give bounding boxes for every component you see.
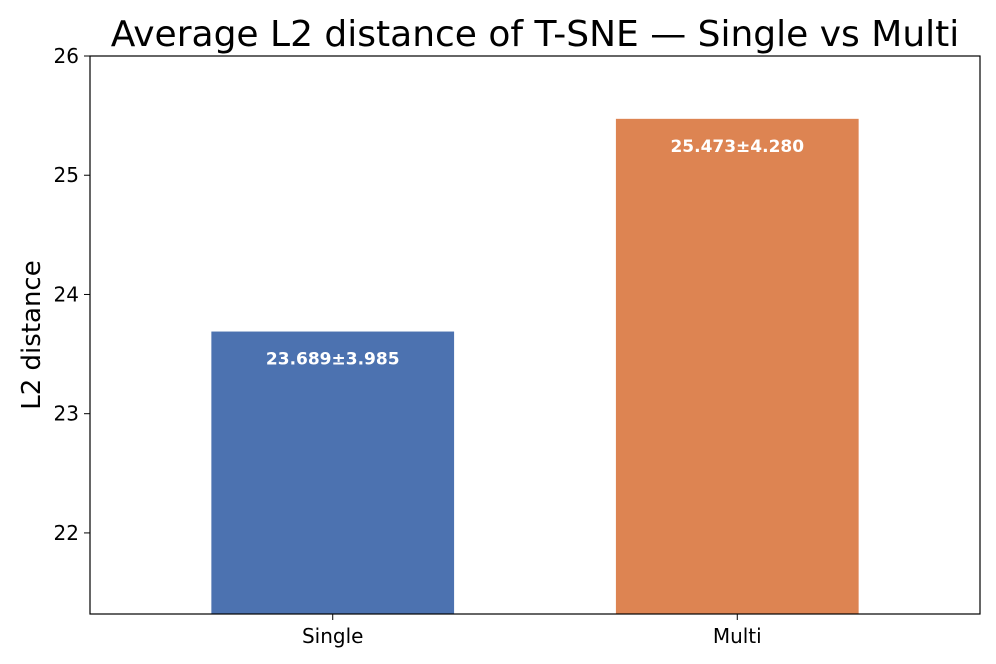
y-tick-label: 22 — [54, 521, 79, 545]
data-labels-layer: 23.689±3.985 25.473±4.280 — [266, 137, 804, 370]
bar-single — [211, 331, 455, 614]
y-axis-ticks: 22 23 24 25 26 — [54, 44, 90, 545]
data-label-multi: 25.473±4.280 — [670, 137, 804, 157]
x-tick-label: Multi — [713, 624, 762, 648]
chart-title: Average L2 distance of T-SNE — Single vs… — [111, 14, 960, 55]
y-tick-label: 24 — [54, 282, 79, 306]
bar-multi — [615, 118, 859, 614]
x-tick-label: Single — [302, 624, 363, 648]
plot-frame — [89, 55, 981, 615]
bars-layer — [211, 118, 859, 614]
y-tick-label: 26 — [54, 44, 79, 68]
y-tick-label: 25 — [54, 163, 79, 187]
data-label-single: 23.689±3.985 — [266, 350, 400, 370]
y-tick-label: 23 — [54, 402, 79, 426]
x-axis-ticks: Single Multi — [302, 614, 762, 648]
y-axis-label: L2 distance — [17, 260, 47, 409]
